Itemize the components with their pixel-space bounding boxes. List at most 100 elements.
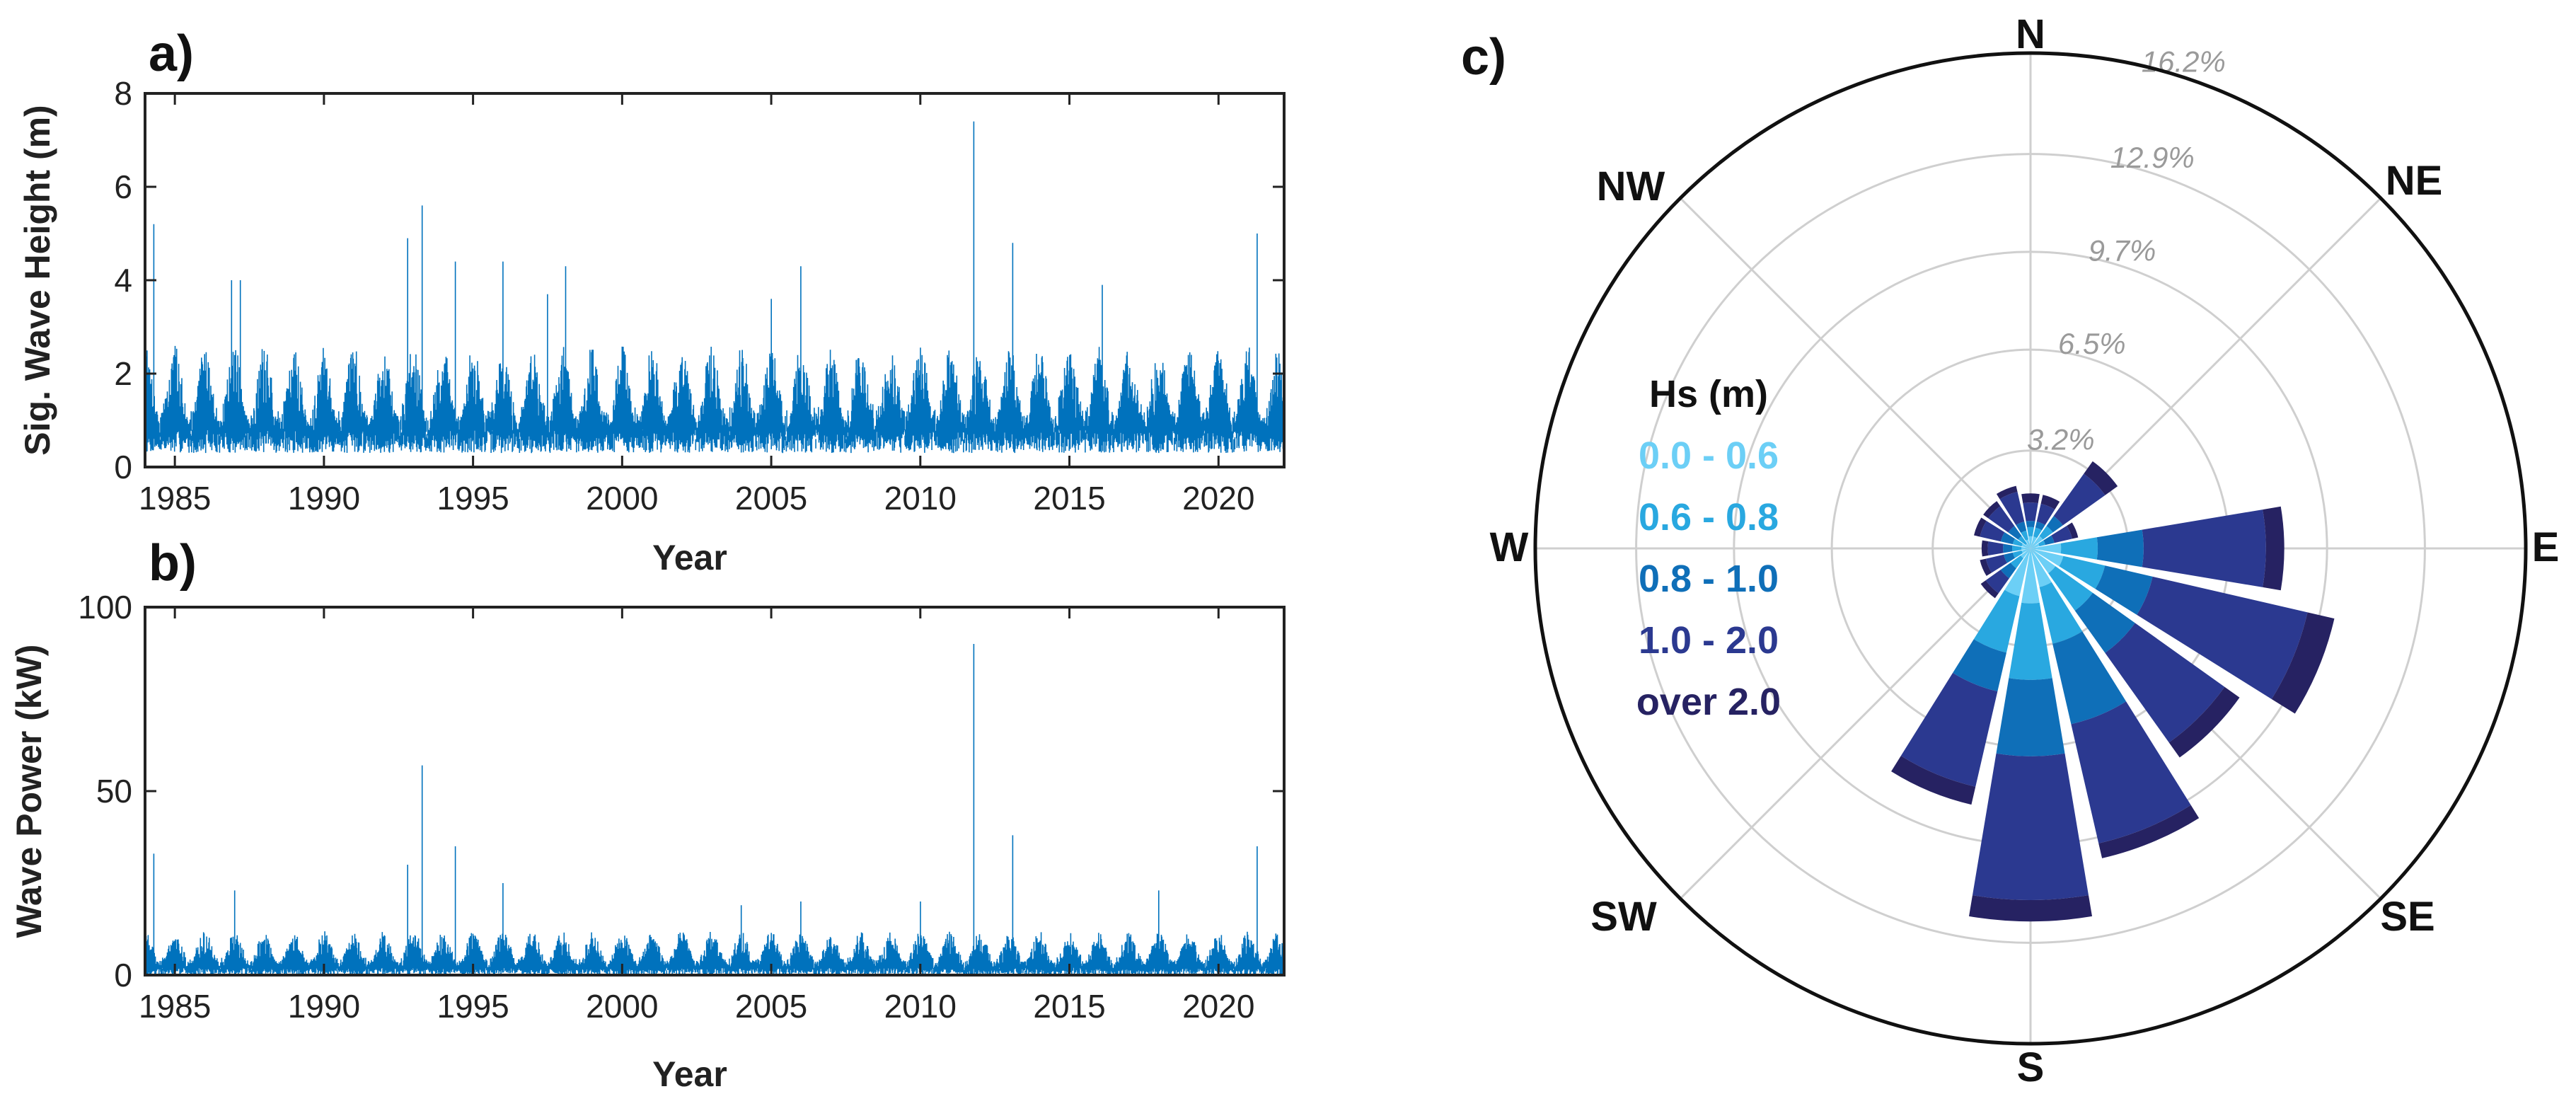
rose-bar-segment (2043, 535, 2055, 546)
rose-bar-segment (2016, 522, 2027, 534)
rose-bar-segment (2018, 536, 2027, 545)
panel-a-x-tick-label: 1985 (139, 480, 211, 517)
panel-c-label: c) (1461, 29, 1506, 86)
rose-bar-segment (2021, 548, 2040, 604)
panel-a-y-tick-label: 8 (114, 75, 132, 112)
rose-bar-segment (2031, 548, 2056, 574)
rose-bar-segment (2040, 495, 2060, 510)
panel-b-y-ticks: 0 50 100 (78, 589, 1284, 993)
rose-bar-segment (2263, 506, 2285, 591)
rose-direction-se: SE (2380, 894, 2435, 940)
legend-item: 0.6 - 0.8 (1639, 496, 1779, 538)
rose-bar-segment (2031, 548, 2052, 587)
rose-bar-segment (2031, 543, 2040, 548)
panel-b-y-tick-label: 0 (114, 957, 132, 993)
rose-bar-segment (2027, 526, 2034, 536)
panel-a-x-tick-label: 1990 (288, 480, 360, 517)
rose-bar-segment (2052, 631, 2127, 725)
rose-bar-segment (2031, 543, 2062, 554)
panel-b-x-tick-label: 2005 (735, 988, 807, 1025)
rose-spoke (1679, 547, 2032, 900)
rose-ring-labels: 3.2% 6.5% 9.7% 12.9% 16.2% (2027, 45, 2226, 456)
rose-bar-segment (1996, 678, 2065, 756)
panel-b-x-axis-label: Year (652, 1054, 727, 1094)
rose-ring (1635, 153, 2426, 944)
rose-bar-segment (2039, 582, 2083, 644)
rose-bar-segment (2026, 521, 2035, 528)
rose-bar-segment (2012, 538, 2023, 547)
rose-bar-segment (2095, 565, 2153, 615)
rose-direction-sw: SW (1590, 894, 1657, 940)
rose-bar-segment (2021, 530, 2029, 541)
rose-bar-segment (2060, 537, 2098, 560)
rose-direction-labels: N NE E SE S SW W NW (1490, 11, 2560, 1090)
rose-spoke (1679, 197, 2032, 550)
rose-bar-segment (1980, 580, 1999, 599)
rose-bar-segment (2071, 701, 2191, 843)
rose-bar-segment (2067, 522, 2079, 539)
panel-a-x-tick-label: 2020 (1182, 480, 1254, 517)
rose-bar-segment (2048, 566, 2093, 611)
rose-bar-segment (2051, 525, 2072, 543)
rose-ring-label: 3.2% (2027, 422, 2095, 456)
rose-bar-segment (1973, 589, 2020, 653)
rose-bar-segment (2000, 532, 2016, 545)
rose-bar-segment (2012, 550, 2023, 558)
panel-a-y-tick-label: 4 (114, 262, 132, 299)
rose-direction-nw: NW (1597, 163, 1665, 209)
rose-bar-segment (2023, 502, 2038, 522)
legend-item: 1.0 - 2.0 (1639, 619, 1779, 662)
rose-bar-segment (2031, 536, 2038, 548)
panel-a-label: a) (149, 25, 194, 82)
panel-a-x-tick-label: 2015 (1033, 480, 1105, 517)
rose-bar-segment (2012, 545, 2022, 552)
panel-b-y-tick-label: 50 (96, 773, 132, 810)
rose-bar-segment (2004, 548, 2031, 597)
panel-b-x-tick-label: 2000 (586, 988, 658, 1025)
rose-bar-segment (2039, 526, 2053, 540)
rose-direction-w: W (1490, 524, 1529, 570)
rose-bar-segment (2021, 543, 2031, 548)
rose-bar-segment (2004, 552, 2016, 563)
rose-ring-label: 12.9% (2110, 141, 2195, 174)
rose-bar-segment (2009, 602, 2052, 680)
rose-bars (1891, 461, 2335, 922)
rose-bar-segment (1980, 558, 1992, 576)
panel-b-x-tick-label: 1990 (288, 988, 360, 1025)
panel-a-x-tick-label: 1995 (437, 480, 509, 517)
rose-bar-segment (1980, 521, 2005, 542)
panel-c-wave-rose: c) 3.2% 6.5% 9.7% 12.9% 16.2% N NE E SE S SW W NW H… (1461, 11, 2559, 1090)
rose-legend: Hs (m) 0.0 - 0.6 0.6 - 0.8 0.8 - 1.0 1.0 - … (1636, 373, 1781, 723)
rose-bar-segment (2142, 509, 2266, 587)
rose-bar-segment (2031, 548, 2064, 567)
panel-a-y-ticks: 0 2 4 6 8 (114, 75, 1284, 485)
panel-a-y-tick-label: 0 (114, 449, 132, 485)
rose-bar-segment (2084, 461, 2118, 495)
panel-a-series (144, 121, 1285, 454)
panel-b-y-axis-label: Wave Power (kW) (9, 645, 49, 938)
rose-ring-label: 9.7% (2089, 234, 2156, 267)
panel-b-x-ticks: 1985 1990 1995 2000 2005 2010 2015 2020 (139, 607, 1254, 1025)
rose-bar-segment (2035, 522, 2045, 531)
panel-b-label: b) (149, 535, 197, 592)
rose-bar-segment (2033, 527, 2043, 538)
rose-bar-segment (1985, 554, 2008, 573)
rose-bar-segment (2053, 473, 2106, 526)
rose-bar-segment (1968, 895, 2093, 922)
rose-bar-segment (2105, 623, 2225, 743)
rose-bar-segment (2026, 539, 2031, 548)
panel-b-x-tick-label: 1985 (139, 988, 211, 1025)
rose-bar-segment (1985, 570, 2009, 594)
panel-b-x-tick-label: 2010 (884, 988, 957, 1025)
rose-bar-segment (2021, 546, 2031, 551)
panel-b-x-tick-label: 2015 (1033, 988, 1105, 1025)
panel-b-axes-frame (144, 606, 1286, 977)
rose-direction-s: S (2017, 1044, 2045, 1090)
panel-a-y-tick-label: 2 (114, 355, 132, 392)
legend-title: Hs (m) (1649, 373, 1768, 415)
rose-bar-segment (1891, 756, 1976, 805)
rose-bar-segment (2096, 529, 2144, 568)
rose-bar-segment (1988, 506, 2015, 533)
rose-bar-segment (2021, 493, 2040, 504)
